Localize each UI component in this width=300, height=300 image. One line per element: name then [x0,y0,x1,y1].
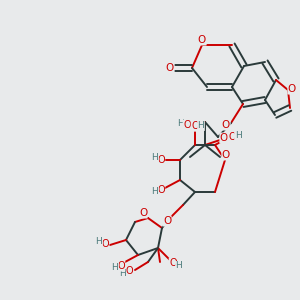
Text: O: O [157,155,165,165]
Text: O: O [228,132,236,142]
Text: O: O [222,120,230,130]
Text: H: H [176,262,182,271]
Text: H: H [177,119,183,128]
Text: O: O [157,185,165,195]
Text: H: H [235,130,242,140]
Text: H: H [118,268,125,278]
Text: H: H [152,188,158,196]
Text: H: H [198,122,204,130]
Text: O: O [222,150,230,160]
Text: H: H [96,238,102,247]
Text: O: O [166,63,174,73]
Text: H: H [112,263,118,272]
Text: O: O [117,261,125,271]
Text: O: O [288,84,296,94]
Text: O: O [139,208,147,218]
Text: O: O [101,239,109,249]
Text: O: O [169,258,177,268]
Text: O: O [220,133,228,143]
Text: O: O [198,35,206,45]
Text: O: O [191,121,199,131]
Text: O: O [183,120,191,130]
Text: O: O [163,216,171,226]
Text: H: H [152,154,158,163]
Text: O: O [125,266,133,276]
